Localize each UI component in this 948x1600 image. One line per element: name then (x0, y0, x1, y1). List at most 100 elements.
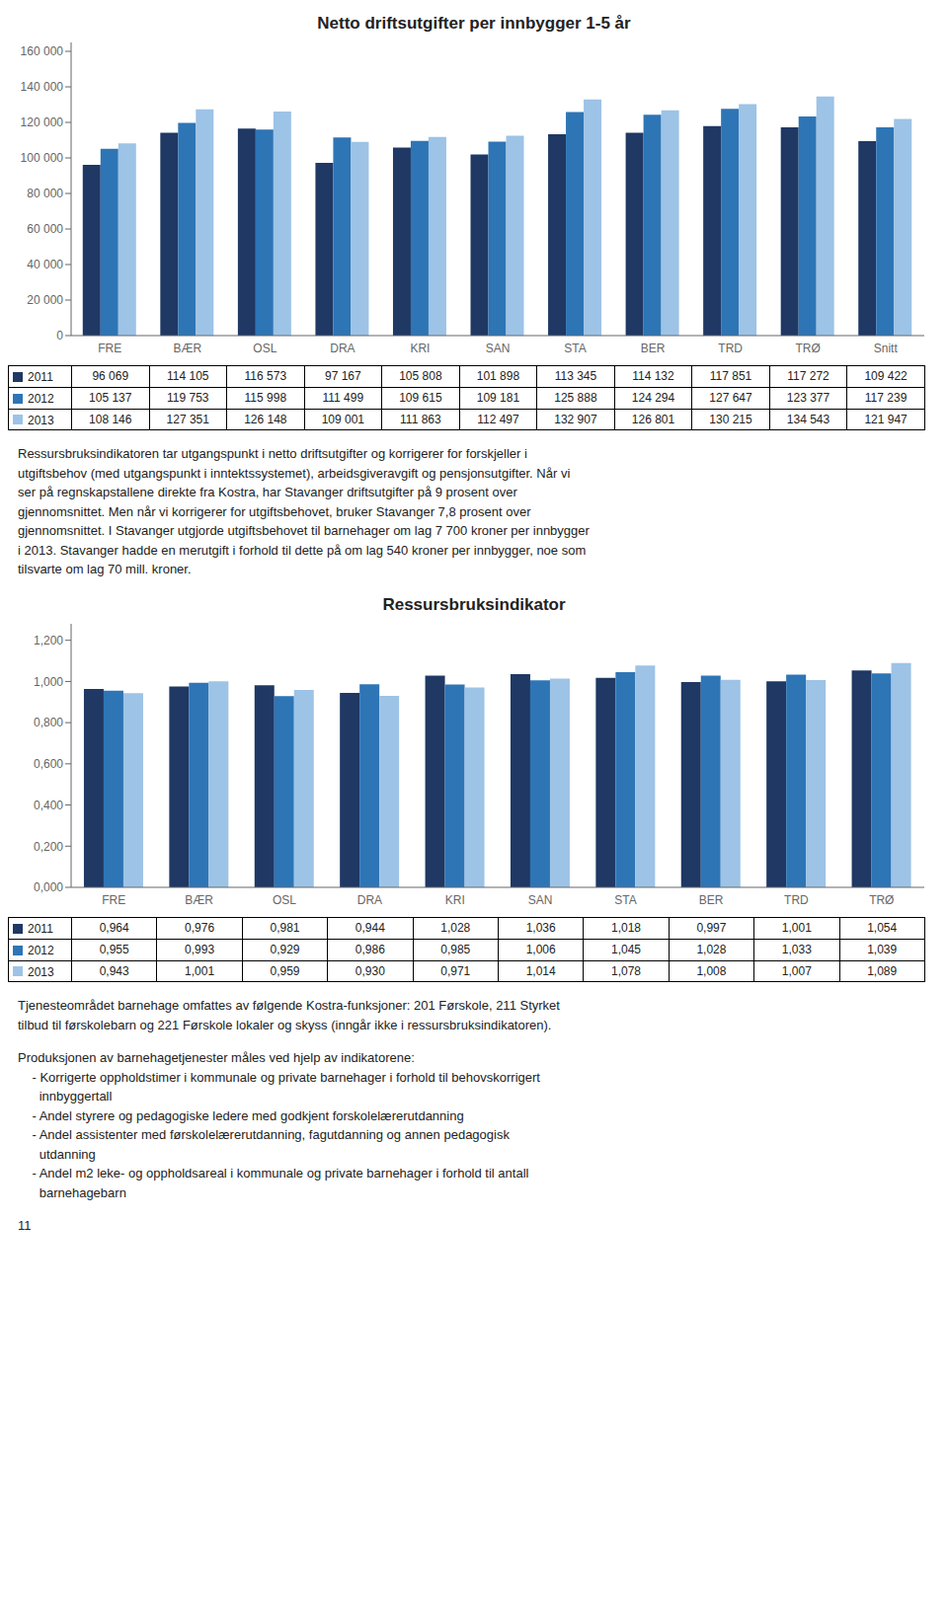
html-text:101 898: 101 898 (476, 369, 520, 384)
html-text:117 239: 117 239 (864, 391, 907, 406)
svg-text:TRD: TRD (784, 893, 809, 908)
html-text:Produksjonen av barnehagetjene: Produksjonen av barnehagetjenester måles… (17, 1051, 541, 1201)
html-text:Ressursbruksindikatoren tar ut: Ressursbruksindikatoren tar utgangspunkt… (17, 446, 590, 578)
svg-text:0,400: 0,400 (33, 798, 64, 813)
svg-text:STA: STA (563, 341, 586, 356)
svg-text:DRA: DRA (357, 893, 383, 908)
svg-text:20 000: 20 000 (26, 293, 64, 308)
html-text:111 499: 111 499 (322, 391, 364, 406)
html-text:0,943: 0,943 (99, 964, 130, 979)
html-text:132 907: 132 907 (554, 412, 598, 427)
html-text:130 215: 130 215 (709, 412, 753, 427)
html-text:2013: 2013 (27, 413, 55, 428)
svg-text:120 000: 120 000 (20, 115, 65, 130)
html-text:0,997: 0,997 (696, 921, 727, 936)
html-text:109 181: 109 181 (476, 391, 520, 406)
html-text:105 808: 105 808 (399, 369, 443, 384)
svg-text:BÆR: BÆR (172, 341, 202, 356)
html-text:0,985: 0,985 (440, 943, 471, 958)
html-text:Ressursbruksindikator: Ressursbruksindikator (382, 595, 566, 615)
svg-text:0,200: 0,200 (33, 840, 64, 855)
html-text:1,033: 1,033 (781, 943, 812, 958)
svg-text:0: 0 (56, 328, 64, 343)
svg-text:TRØ: TRØ (795, 341, 821, 356)
html-text:1,028: 1,028 (440, 921, 471, 936)
html-text:105 137: 105 137 (88, 391, 132, 406)
html-text:1,039: 1,039 (867, 943, 897, 958)
svg-text:BER: BER (640, 341, 666, 356)
svg-text:0,600: 0,600 (33, 757, 64, 772)
html-text:109 001: 109 001 (321, 412, 365, 427)
html-text:116 573: 116 573 (244, 369, 287, 384)
html-text:1,028: 1,028 (696, 943, 727, 958)
svg-text:STA: STA (614, 893, 636, 908)
html-text:119 753: 119 753 (166, 391, 209, 406)
html-text:117 851: 117 851 (709, 369, 752, 384)
svg-text:KRI: KRI (445, 893, 466, 908)
html-text:112 497: 112 497 (477, 412, 520, 427)
html-text:0,944: 0,944 (355, 921, 386, 936)
svg-text:60 000: 60 000 (26, 222, 64, 237)
html-text:2012: 2012 (27, 943, 55, 958)
svg-text:0,800: 0,800 (33, 715, 64, 730)
html-text:Netto driftsutgifter per innby: Netto driftsutgifter per innbygger 1-5 å… (317, 13, 631, 33)
svg-text:OSL: OSL (252, 341, 277, 356)
html-text:0,955: 0,955 (99, 943, 130, 958)
html-text:134 543: 134 543 (786, 412, 830, 427)
html-text:1,045: 1,045 (611, 943, 641, 958)
svg-text:0,000: 0,000 (33, 880, 64, 895)
html-text:126 148: 126 148 (244, 412, 287, 427)
html-text:125 888: 125 888 (554, 391, 598, 406)
html-text:108 146: 108 146 (88, 412, 132, 427)
html-text:2012: 2012 (27, 391, 55, 406)
html-text:109 615: 109 615 (399, 391, 443, 406)
html-text:0,981: 0,981 (270, 921, 300, 936)
svg-text:FRE: FRE (101, 893, 126, 908)
svg-text:OSL: OSL (272, 893, 297, 908)
html-text:121 947: 121 947 (864, 412, 908, 427)
svg-text:1,200: 1,200 (33, 633, 64, 648)
html-text:Tjenesteområdet barnehage omfa: Tjenesteområdet barnehage omfattes av fø… (17, 998, 560, 1033)
svg-text:40 000: 40 000 (26, 257, 64, 272)
html-text:115 998: 115 998 (244, 391, 287, 406)
svg-text:SAN: SAN (528, 893, 553, 908)
svg-text:DRA: DRA (329, 341, 355, 356)
html-text:0,929: 0,929 (270, 943, 300, 958)
svg-text:KRI: KRI (409, 341, 430, 356)
html-text:0,993: 0,993 (184, 943, 215, 958)
html-text:2013: 2013 (27, 965, 55, 980)
html-text:1,054: 1,054 (867, 921, 897, 936)
html-text:1,001: 1,001 (781, 921, 812, 936)
svg-text:SAN: SAN (485, 341, 511, 356)
html-text:127 351: 127 351 (166, 412, 210, 427)
svg-text:TRØ: TRØ (869, 893, 894, 908)
svg-text:FRE: FRE (97, 341, 122, 356)
svg-text:160 000: 160 000 (20, 44, 65, 59)
html-text:114 105: 114 105 (166, 369, 209, 384)
html-text:0,964: 0,964 (99, 921, 130, 936)
svg-text:TRD: TRD (717, 341, 743, 356)
html-text:114 132: 114 132 (632, 369, 675, 384)
svg-text:Snitt: Snitt (873, 341, 899, 356)
svg-text:1,000: 1,000 (33, 675, 64, 690)
html-text:1,036: 1,036 (525, 921, 556, 936)
html-text:127 647: 127 647 (709, 391, 753, 406)
html-text:96 069: 96 069 (92, 369, 129, 384)
svg-text:80 000: 80 000 (26, 186, 64, 201)
html-text:0,976: 0,976 (184, 921, 215, 936)
html-text:1,018: 1,018 (611, 921, 641, 936)
html-text:111 863: 111 863 (400, 412, 442, 427)
svg-text:BÆR: BÆR (184, 893, 214, 908)
html-text:97 167: 97 167 (324, 369, 362, 384)
html-text:126 801: 126 801 (631, 412, 675, 427)
html-text:117 272: 117 272 (787, 369, 830, 384)
svg-text:BER: BER (699, 893, 724, 908)
html-text:0,986: 0,986 (355, 943, 386, 958)
html-text:113 345: 113 345 (554, 369, 597, 384)
html-text:1,006: 1,006 (525, 943, 556, 958)
html-text:123 377: 123 377 (786, 391, 830, 406)
html-text:124 294: 124 294 (631, 391, 675, 406)
html-text:109 422: 109 422 (864, 369, 908, 384)
svg-text:100 000: 100 000 (20, 151, 65, 165)
svg-text:140 000: 140 000 (20, 79, 65, 94)
